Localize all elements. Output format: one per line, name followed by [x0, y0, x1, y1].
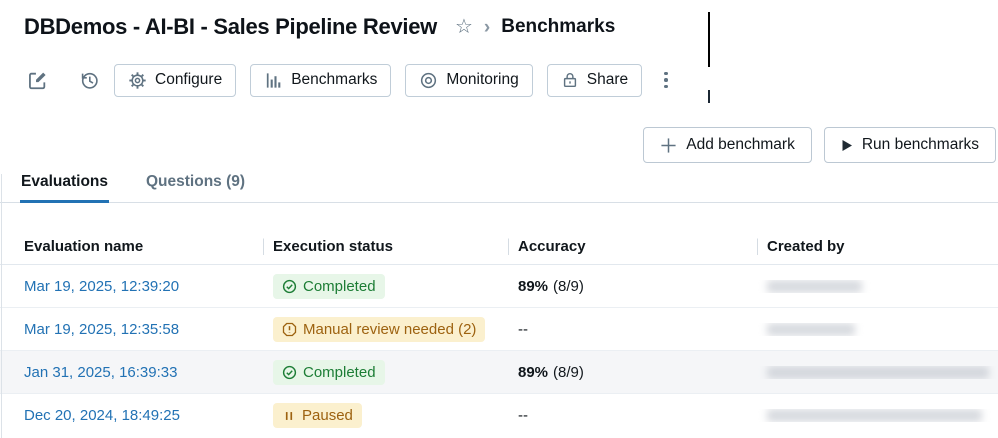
evaluation-link[interactable]: Dec 20, 2024, 18:49:25: [24, 407, 180, 424]
panel-left-edge: [1, 174, 2, 438]
bar-chart-icon: [267, 72, 281, 88]
page-header: DBDemos - AI-BI - Sales Pipeline Review …: [24, 12, 998, 42]
run-benchmarks-label: Run benchmarks: [861, 136, 979, 153]
redacted-username: [767, 409, 982, 422]
evaluation-link[interactable]: Mar 19, 2025, 12:35:58: [24, 320, 180, 338]
redacted-username: [767, 322, 855, 336]
plus-icon: [661, 137, 676, 153]
tab-evaluations[interactable]: Evaluations: [20, 173, 109, 203]
cursor-artifact-line: [708, 12, 710, 67]
history-icon[interactable]: [78, 69, 100, 91]
col-execution-status[interactable]: Execution status: [263, 238, 508, 255]
table-row[interactable]: Dec 20, 2024, 18:49:25 Paused --: [0, 394, 998, 437]
table-row[interactable]: Mar 19, 2025, 12:39:20 Completed 89% (8/9…: [0, 265, 998, 308]
col-accuracy[interactable]: Accuracy: [508, 238, 757, 255]
table-row[interactable]: Mar 19, 2025, 12:35:58 Manual review nee…: [0, 308, 998, 351]
run-benchmarks-button[interactable]: Run benchmarks: [823, 127, 996, 163]
table-header-row: Evaluation name Execution status Accurac…: [0, 229, 998, 265]
redacted-username: [767, 279, 862, 293]
evaluation-link[interactable]: Jan 31, 2025, 16:39:33: [24, 363, 178, 381]
redacted-username: [767, 365, 989, 379]
configure-button[interactable]: Configure: [114, 63, 237, 97]
created-by-cell: [757, 365, 998, 379]
share-label: Share: [586, 71, 629, 88]
col-evaluation-name[interactable]: Evaluation name: [24, 238, 144, 255]
toolbar: Configure Benchmarks Monitoring Share: [26, 63, 998, 97]
table-row[interactable]: Jan 31, 2025, 16:39:33 Completed 89% (8/9…: [0, 351, 998, 394]
benchmark-actions: Add benchmark Run benchmarks: [0, 127, 998, 163]
created-by-cell: [757, 279, 998, 293]
benchmarks-button[interactable]: Benchmarks: [250, 63, 392, 97]
page-title: DBDemos - AI-BI - Sales Pipeline Review: [24, 14, 437, 39]
breadcrumb-current: Benchmarks: [501, 16, 616, 37]
evaluation-link[interactable]: Mar 19, 2025, 12:39:20: [24, 277, 180, 295]
add-benchmark-button[interactable]: Add benchmark: [643, 127, 812, 163]
add-benchmark-label: Add benchmark: [686, 136, 795, 153]
accuracy-cell: --: [518, 407, 528, 424]
benchmarks-label: Benchmarks: [291, 71, 378, 88]
edit-icon[interactable]: [26, 69, 48, 91]
evaluations-table: Evaluation name Execution status Accurac…: [0, 229, 998, 437]
accuracy-cell: --: [518, 320, 528, 338]
monitoring-icon: [421, 72, 437, 88]
status-badge: Manual review needed (2): [273, 316, 486, 342]
favorite-star-icon[interactable]: ☆: [454, 16, 473, 38]
circle-check-icon: [282, 279, 297, 293]
tab-questions[interactable]: Questions (9): [146, 173, 246, 190]
created-by-cell: [757, 322, 998, 336]
configure-label: Configure: [155, 71, 223, 88]
status-badge: Paused: [273, 403, 362, 428]
monitoring-button[interactable]: Monitoring: [405, 63, 533, 97]
cursor-artifact-dash: [708, 90, 710, 103]
monitoring-label: Monitoring: [446, 71, 519, 88]
status-badge: Completed: [273, 273, 385, 299]
created-by-cell: [757, 409, 998, 422]
play-icon: [842, 139, 852, 151]
status-badge: Completed: [273, 359, 385, 385]
circle-check-icon: [282, 365, 297, 379]
accuracy-cell: 89% (8/9): [518, 363, 584, 381]
lock-icon: [563, 73, 576, 88]
kebab-menu-icon[interactable]: [658, 68, 674, 93]
breadcrumb-chevron-icon: ›: [483, 16, 491, 38]
table-body: Mar 19, 2025, 12:39:20 Completed 89% (8/9…: [0, 265, 998, 437]
share-button[interactable]: Share: [546, 63, 643, 97]
octagon-alert-icon: [282, 322, 297, 336]
gear-icon: [129, 71, 146, 89]
pause-icon: [285, 411, 293, 420]
col-created-by[interactable]: Created by: [757, 238, 998, 255]
accuracy-cell: 89% (8/9): [518, 277, 584, 295]
tab-bar: Evaluations Questions (9): [0, 170, 998, 203]
